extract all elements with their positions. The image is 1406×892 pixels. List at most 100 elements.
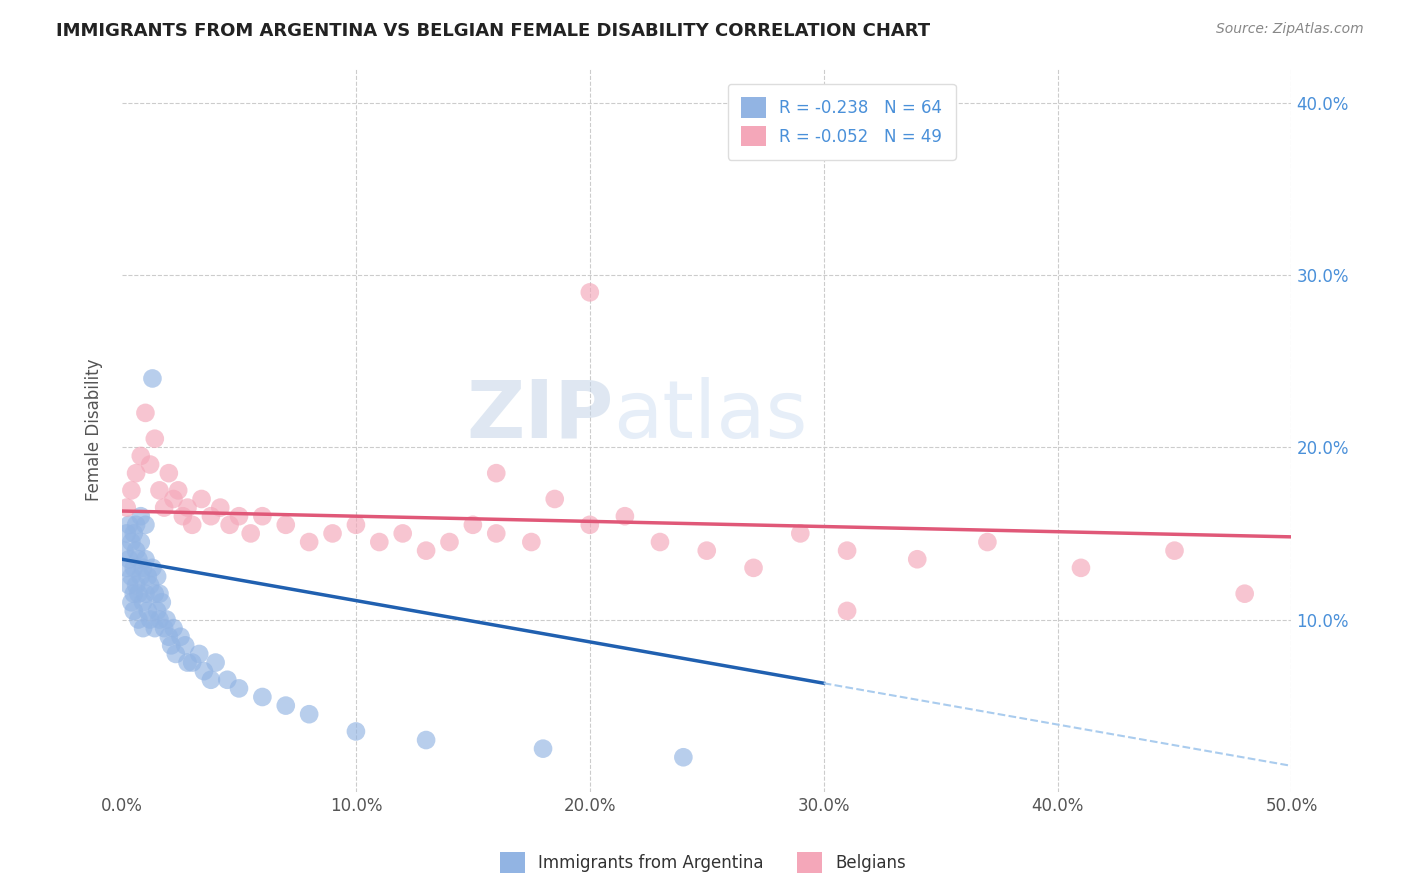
Point bbox=[976, 535, 998, 549]
Point bbox=[578, 285, 600, 300]
Point bbox=[143, 587, 166, 601]
Point bbox=[188, 647, 211, 661]
Point bbox=[415, 543, 437, 558]
Point bbox=[200, 673, 222, 687]
Point bbox=[742, 561, 765, 575]
Point bbox=[125, 466, 148, 480]
Point bbox=[127, 613, 149, 627]
Point bbox=[120, 483, 142, 498]
Point bbox=[835, 543, 858, 558]
Point bbox=[118, 517, 141, 532]
Point bbox=[118, 578, 141, 592]
Point bbox=[122, 587, 145, 601]
Point bbox=[115, 526, 138, 541]
Point bbox=[200, 509, 222, 524]
Point bbox=[344, 517, 367, 532]
Point bbox=[204, 656, 226, 670]
Point bbox=[905, 552, 928, 566]
Point bbox=[1233, 587, 1256, 601]
Point bbox=[648, 535, 671, 549]
Point bbox=[146, 604, 169, 618]
Point bbox=[136, 604, 159, 618]
Point bbox=[218, 517, 240, 532]
Point bbox=[485, 466, 508, 480]
Point bbox=[298, 707, 321, 722]
Point bbox=[136, 569, 159, 583]
Point bbox=[239, 526, 262, 541]
Point bbox=[146, 569, 169, 583]
Point bbox=[613, 509, 636, 524]
Point bbox=[252, 690, 274, 704]
Point bbox=[125, 517, 148, 532]
Point bbox=[176, 656, 198, 670]
Y-axis label: Female Disability: Female Disability bbox=[86, 359, 103, 501]
Point bbox=[153, 621, 176, 635]
Point bbox=[274, 517, 297, 532]
Point bbox=[148, 613, 170, 627]
Point bbox=[274, 698, 297, 713]
Point bbox=[461, 517, 484, 532]
Point bbox=[181, 517, 204, 532]
Point bbox=[122, 526, 145, 541]
Point bbox=[120, 535, 142, 549]
Point bbox=[125, 543, 148, 558]
Point bbox=[209, 500, 232, 515]
Point bbox=[162, 491, 184, 506]
Point bbox=[228, 509, 250, 524]
Point bbox=[368, 535, 391, 549]
Point bbox=[141, 561, 163, 575]
Point bbox=[415, 733, 437, 747]
Text: IMMIGRANTS FROM ARGENTINA VS BELGIAN FEMALE DISABILITY CORRELATION CHART: IMMIGRANTS FROM ARGENTINA VS BELGIAN FEM… bbox=[56, 22, 931, 40]
Point bbox=[157, 466, 180, 480]
Point bbox=[134, 517, 156, 532]
Legend: Immigrants from Argentina, Belgians: Immigrants from Argentina, Belgians bbox=[494, 846, 912, 880]
Point bbox=[162, 621, 184, 635]
Point bbox=[578, 517, 600, 532]
Point bbox=[122, 604, 145, 618]
Point bbox=[169, 630, 191, 644]
Point bbox=[298, 535, 321, 549]
Point bbox=[150, 595, 173, 609]
Point bbox=[193, 664, 215, 678]
Point bbox=[112, 543, 135, 558]
Point bbox=[148, 587, 170, 601]
Point bbox=[129, 569, 152, 583]
Point bbox=[344, 724, 367, 739]
Point bbox=[391, 526, 413, 541]
Point bbox=[134, 406, 156, 420]
Text: ZIP: ZIP bbox=[465, 376, 613, 455]
Point bbox=[167, 483, 190, 498]
Point bbox=[139, 613, 162, 627]
Point bbox=[132, 621, 155, 635]
Point bbox=[134, 552, 156, 566]
Point bbox=[1070, 561, 1092, 575]
Point bbox=[544, 491, 567, 506]
Point bbox=[228, 681, 250, 696]
Text: atlas: atlas bbox=[613, 376, 807, 455]
Point bbox=[153, 500, 176, 515]
Point bbox=[181, 656, 204, 670]
Point bbox=[672, 750, 695, 764]
Point bbox=[141, 371, 163, 385]
Point bbox=[439, 535, 461, 549]
Point bbox=[115, 561, 138, 575]
Point bbox=[115, 500, 138, 515]
Point bbox=[176, 500, 198, 515]
Point bbox=[172, 509, 194, 524]
Point bbox=[129, 535, 152, 549]
Point bbox=[122, 561, 145, 575]
Point bbox=[139, 578, 162, 592]
Point bbox=[322, 526, 344, 541]
Point bbox=[696, 543, 718, 558]
Point bbox=[485, 526, 508, 541]
Point bbox=[160, 638, 183, 652]
Point bbox=[132, 595, 155, 609]
Point bbox=[252, 509, 274, 524]
Point bbox=[520, 535, 543, 549]
Point bbox=[134, 587, 156, 601]
Point bbox=[143, 432, 166, 446]
Point bbox=[148, 483, 170, 498]
Point bbox=[174, 638, 197, 652]
Point bbox=[125, 578, 148, 592]
Point bbox=[139, 458, 162, 472]
